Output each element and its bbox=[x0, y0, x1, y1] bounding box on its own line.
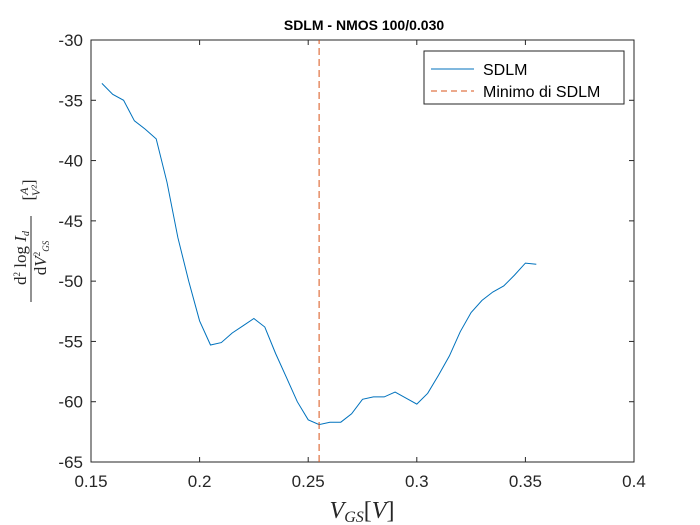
x-tick-label: 0.35 bbox=[509, 472, 542, 491]
x-tick-label: 0.2 bbox=[188, 472, 212, 491]
y-axis-label: d2 log Id dV2GS [AV²] bbox=[11, 179, 51, 302]
legend: SDLM Minimo di SDLM bbox=[423, 50, 625, 105]
y-tick-label: -65 bbox=[58, 453, 83, 472]
y-tick-label: -45 bbox=[58, 212, 83, 231]
svg-text:[AV²]: [AV²] bbox=[17, 179, 43, 200]
y-tick-label: -55 bbox=[58, 332, 83, 351]
svg-text:VGS[V]: VGS[V] bbox=[330, 498, 395, 525]
svg-text:dV2GS: dV2GS bbox=[31, 240, 51, 275]
x-tick-label: 0.25 bbox=[292, 472, 325, 491]
legend-label-sdlm: SDLM bbox=[483, 62, 527, 79]
y-tick-label: -35 bbox=[58, 91, 83, 110]
legend-label-minimo: Minimo di SDLM bbox=[483, 84, 600, 101]
y-tick-label: -40 bbox=[58, 152, 83, 171]
legend-box bbox=[423, 50, 625, 105]
x-tick-label: 0.15 bbox=[74, 472, 107, 491]
x-tick-label: 0.4 bbox=[622, 472, 646, 491]
y-tick-label: -50 bbox=[58, 272, 83, 291]
chart-title: SDLM - NMOS 100/0.030 bbox=[284, 17, 444, 33]
x-tick-label: 0.3 bbox=[405, 472, 429, 491]
y-tick-label: -30 bbox=[58, 31, 83, 50]
y-tick-label: -60 bbox=[58, 393, 83, 412]
x-axis-label: VGS[V] bbox=[330, 498, 395, 525]
svg-text:d2 log Id: d2 log Id bbox=[11, 230, 32, 285]
